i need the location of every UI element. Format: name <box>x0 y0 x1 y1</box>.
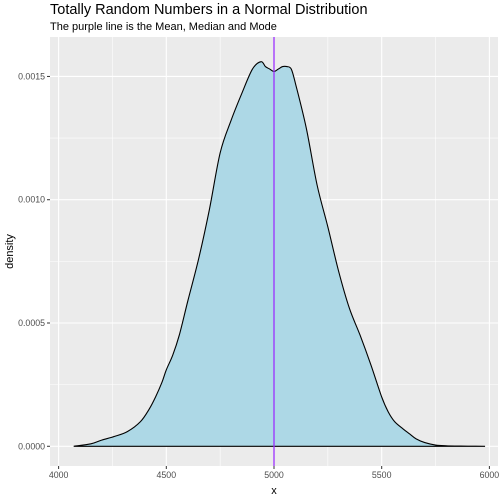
chart-title: Totally Random Numbers in a Normal Distr… <box>50 2 368 18</box>
x-tick-label: 5500 <box>372 470 392 480</box>
x-tick-label: 4500 <box>157 470 177 480</box>
x-tick-label: 6000 <box>480 470 500 480</box>
density-area <box>73 61 486 447</box>
y-tick-label: 0.0005 <box>18 318 45 328</box>
y-tick-label: 0.0015 <box>18 71 45 81</box>
y-axis-title: density <box>4 234 16 269</box>
x-axis: 4000 4500 5000 5500 6000 <box>49 466 499 480</box>
x-tick-label: 5000 <box>264 470 284 480</box>
x-axis-title: x <box>271 485 277 497</box>
y-axis: 0.0000 0.0005 0.0010 0.0015 <box>18 71 50 451</box>
y-tick-label: 0.0000 <box>18 441 45 451</box>
chart-subtitle: The purple line is the Mean, Median and … <box>50 21 277 33</box>
x-tick-label: 4000 <box>49 470 69 480</box>
y-tick-label: 0.0010 <box>18 195 45 205</box>
